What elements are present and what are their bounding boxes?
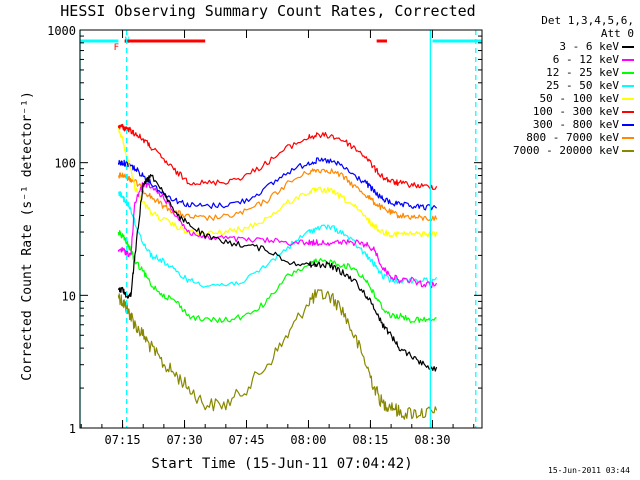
y-axis-label: Corrected Count Rate (s⁻¹ detector⁻¹) bbox=[20, 91, 35, 381]
axis-layer: 07:15 07:30 07:45 08:00 08:15 08:30 1 10 100 1000 bbox=[47, 24, 482, 447]
legend-label-7: 800 - 7000 keV bbox=[526, 131, 619, 144]
legend-entry-7: 800 - 7000 keV bbox=[488, 131, 634, 144]
legend-entry-4: 50 - 100 keV bbox=[488, 92, 634, 105]
x-tick-label-3: 08:00 bbox=[290, 433, 326, 447]
series-line-1 bbox=[117, 181, 438, 289]
legend-swatch-6 bbox=[622, 123, 634, 126]
flag-label-2: F bbox=[114, 43, 119, 53]
y-tick-label-1: 10 bbox=[62, 289, 76, 303]
series-line-7 bbox=[117, 168, 438, 222]
legend-swatch-8 bbox=[622, 149, 634, 152]
legend-entry-3: 25 - 50 keV bbox=[488, 79, 634, 92]
legend-label-0: 3 - 6 keV bbox=[559, 40, 619, 53]
y-tick-label-3: 1000 bbox=[47, 24, 76, 38]
legend-label-2: 12 - 25 keV bbox=[546, 66, 619, 79]
legend-entry-8: 7000 - 20000 keV bbox=[488, 144, 634, 157]
legend-label-6: 300 - 800 keV bbox=[532, 118, 619, 131]
legend: Det 1,3,4,5,6, Att 0 3 - 6 keV 6 - 12 keV… bbox=[488, 14, 634, 157]
legend-entry-2: 12 - 25 keV bbox=[488, 66, 634, 79]
x-axis-label: Start Time (15-Jun-11 07:04:42) bbox=[151, 456, 412, 472]
legend-swatch-7 bbox=[622, 136, 634, 139]
legend-rows: 3 - 6 keV 6 - 12 keV 12 - 25 keV 25 - 50 ke… bbox=[488, 40, 634, 157]
series-line-6 bbox=[117, 157, 438, 211]
legend-entry-6: 300 - 800 keV bbox=[488, 118, 634, 131]
vline-layer bbox=[79, 30, 477, 428]
x-tick-label-0: 07:15 bbox=[104, 433, 140, 447]
legend-header-line-1: Det 1,3,4,5,6, bbox=[541, 14, 634, 27]
legend-swatch-4 bbox=[622, 97, 634, 100]
series-line-2 bbox=[117, 230, 437, 324]
series-line-8 bbox=[117, 289, 438, 420]
legend-label-1: 6 - 12 keV bbox=[552, 53, 619, 66]
chart-title: HESSI Observing Summary Count Rates, Cor… bbox=[60, 2, 475, 20]
legend-swatch-3 bbox=[622, 84, 634, 87]
flag-layer: NF bbox=[80, 36, 482, 53]
series-line-5 bbox=[117, 123, 438, 190]
legend-swatch-5 bbox=[622, 110, 634, 113]
x-tick-label-5: 08:30 bbox=[414, 433, 450, 447]
timestamp: 15-Jun-2011 03:44 bbox=[548, 466, 630, 475]
legend-label-8: 7000 - 20000 keV bbox=[513, 144, 619, 157]
y-tick-label-2: 100 bbox=[54, 157, 76, 171]
plot-frame bbox=[79, 29, 483, 429]
legend-label-3: 25 - 50 keV bbox=[546, 79, 619, 92]
legend-entry-5: 100 - 300 keV bbox=[488, 105, 634, 118]
legend-swatch-0 bbox=[622, 45, 634, 48]
legend-swatch-2 bbox=[622, 71, 634, 74]
x-tick-label-2: 07:45 bbox=[228, 433, 264, 447]
series-layer bbox=[117, 123, 438, 420]
series-line-0 bbox=[117, 174, 438, 372]
legend-header-line-2: Att 0 bbox=[600, 27, 634, 40]
legend-label-5: 100 - 300 keV bbox=[532, 105, 619, 118]
x-tick-label-1: 07:30 bbox=[166, 433, 202, 447]
series-line-4 bbox=[118, 128, 438, 238]
y-tick-label-0: 1 bbox=[69, 422, 76, 436]
legend-entry-0: 3 - 6 keV bbox=[488, 40, 634, 53]
legend-label-4: 50 - 100 keV bbox=[539, 92, 619, 105]
legend-swatch-1 bbox=[622, 58, 634, 61]
x-tick-label-4: 08:15 bbox=[352, 433, 388, 447]
legend-entry-1: 6 - 12 keV bbox=[488, 53, 634, 66]
